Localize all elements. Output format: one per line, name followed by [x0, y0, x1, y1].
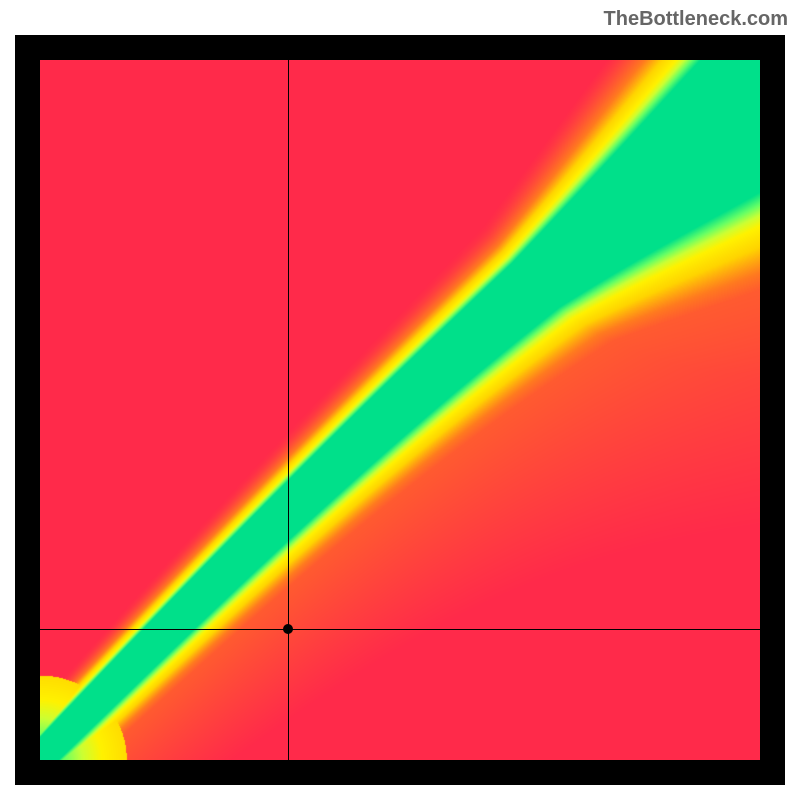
heatmap-canvas: [40, 60, 760, 760]
watermark-text: TheBottleneck.com: [604, 8, 788, 31]
chart-frame: [15, 35, 785, 785]
